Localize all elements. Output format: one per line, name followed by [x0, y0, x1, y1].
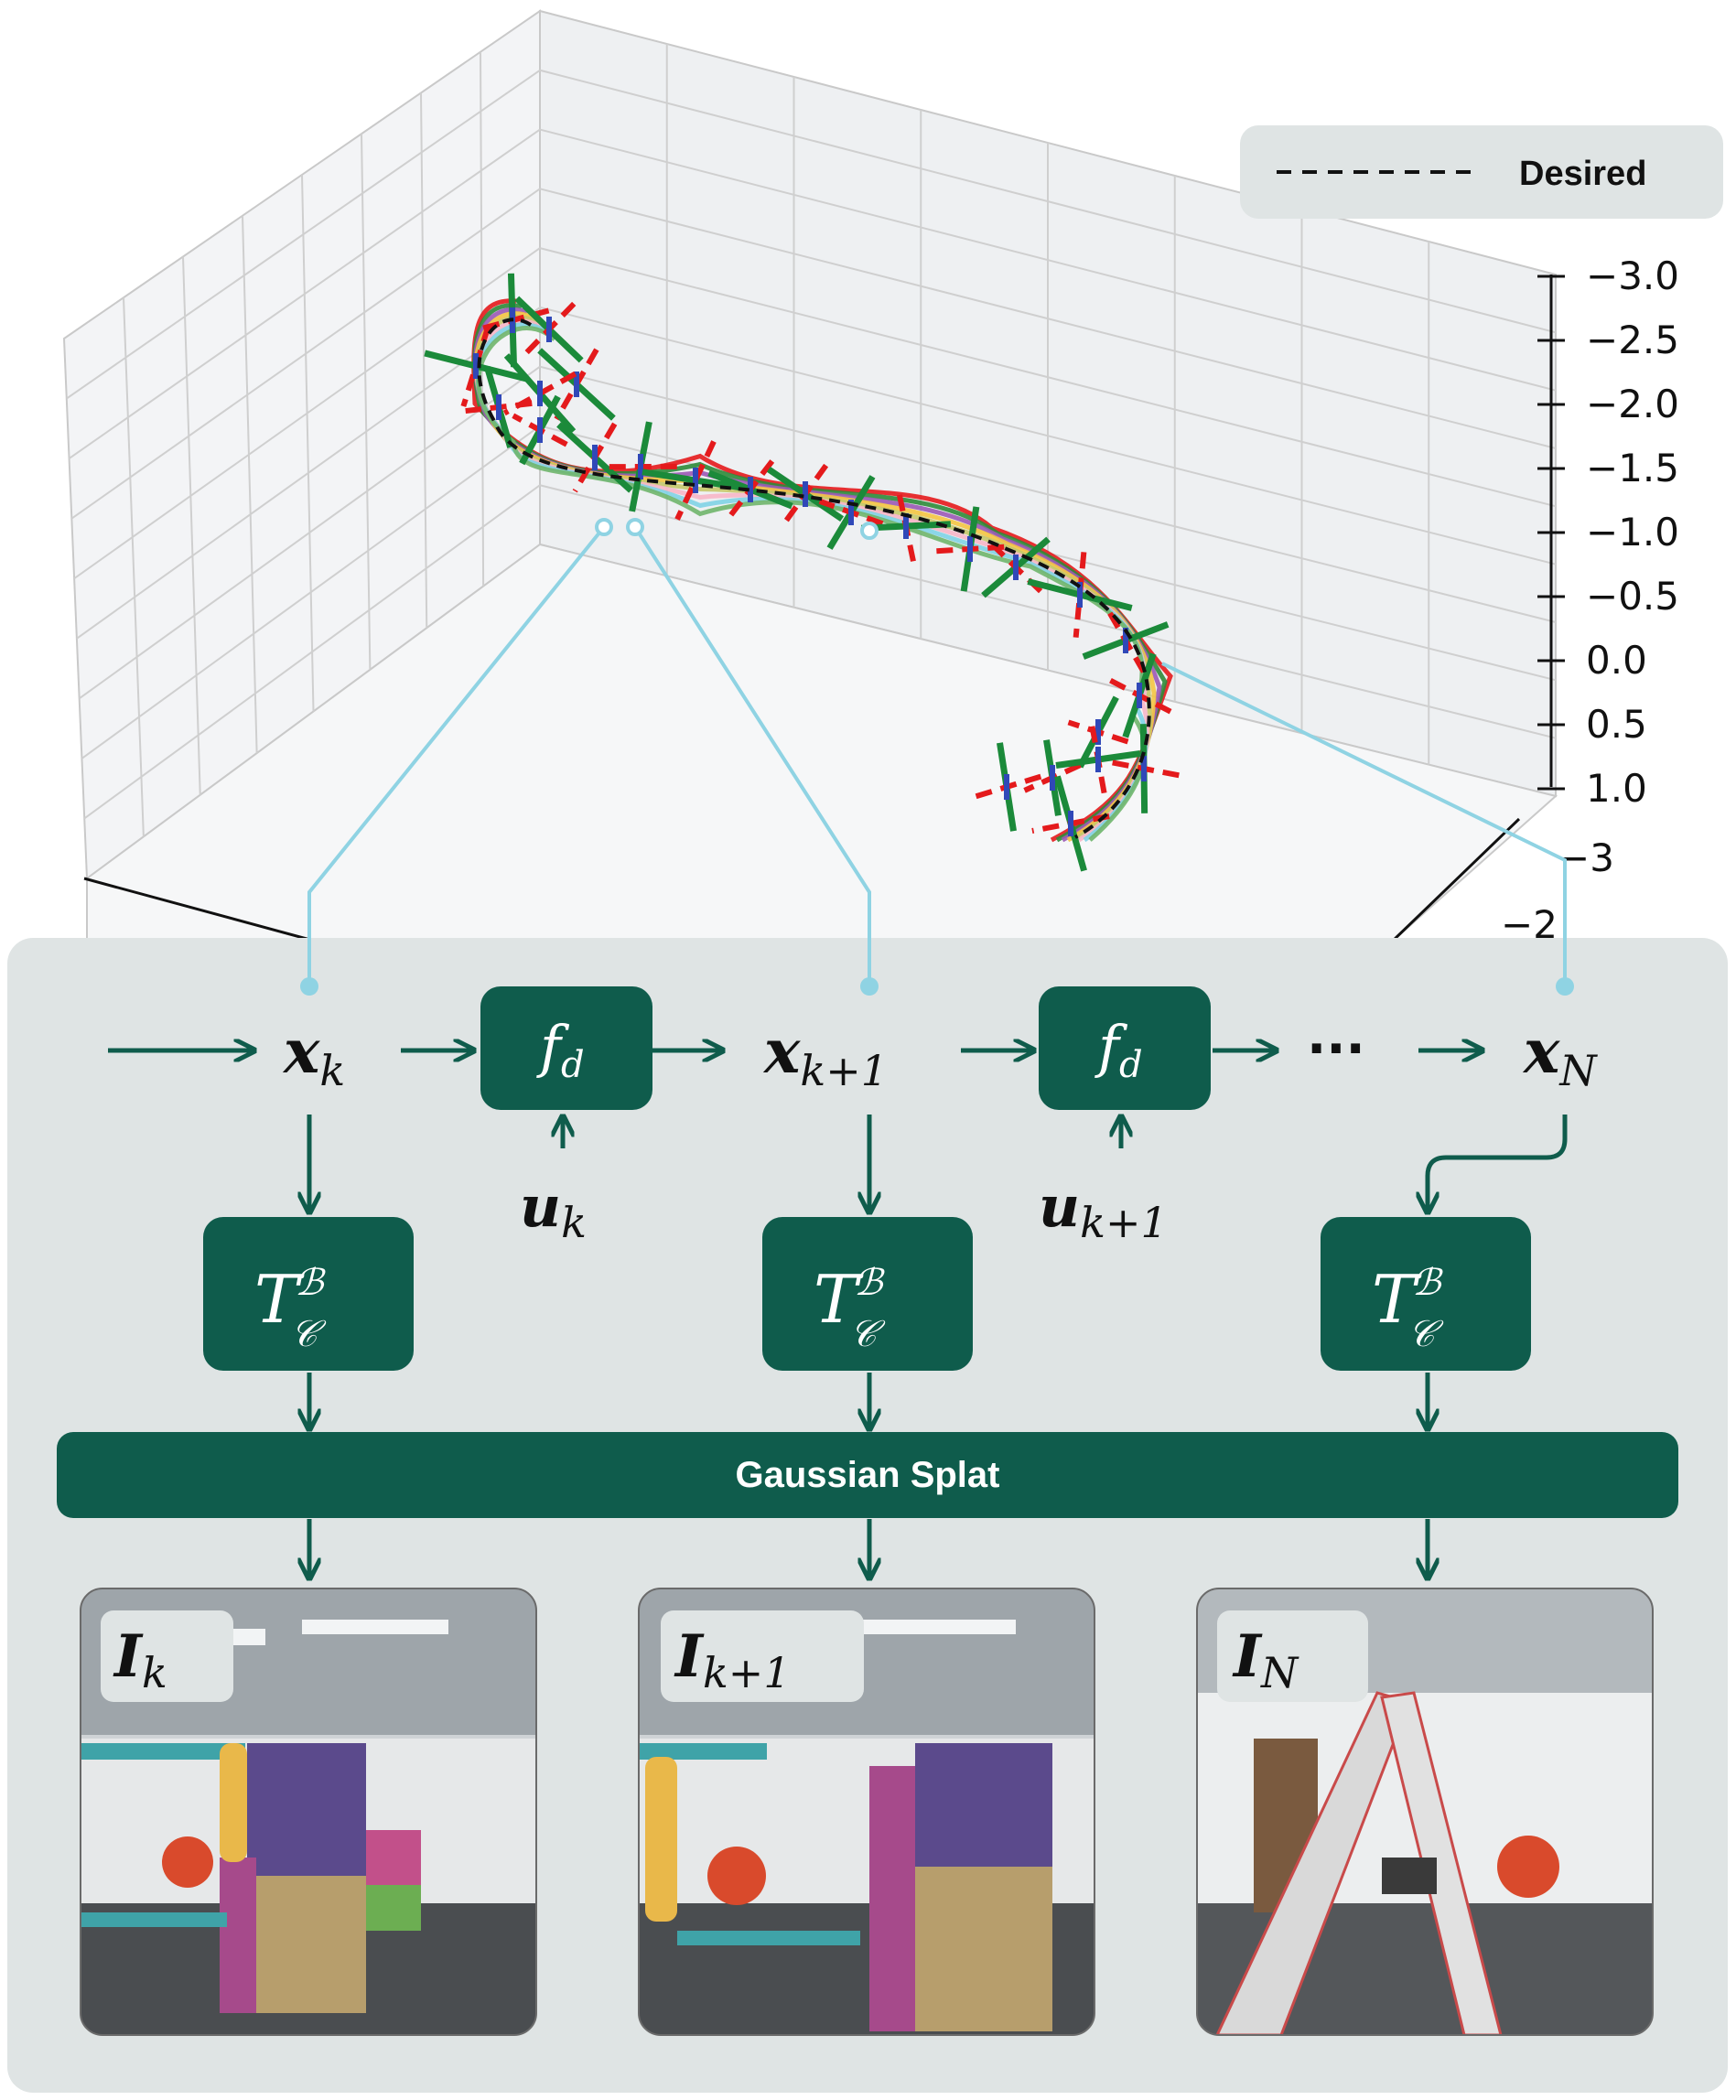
frame-axis-red — [1073, 552, 1087, 638]
grid-line — [301, 174, 315, 712]
grid-line — [73, 247, 541, 580]
grid-line — [361, 134, 372, 670]
image-label-box-3: IN — [1217, 1610, 1368, 1702]
grid-line — [539, 69, 1557, 334]
grid-line — [66, 69, 541, 400]
dynamics-box-1: fd — [480, 986, 652, 1110]
plot-grid — [66, 44, 1557, 837]
x-axis-line — [83, 877, 321, 944]
z-tick-label: −1.0 — [1586, 510, 1679, 555]
ellipsis: ··· — [1307, 1019, 1365, 1079]
grid-line — [81, 425, 541, 759]
grid-line — [539, 188, 1557, 449]
image-frame-3 — [1196, 1588, 1654, 2036]
grid-line — [79, 365, 541, 700]
state-dot-n — [1556, 977, 1574, 996]
grid-line — [68, 128, 541, 459]
frame-axis-red — [674, 440, 717, 521]
grid-line — [70, 188, 541, 520]
image-label-k: Ik — [113, 1622, 167, 1697]
z-tick-label: −0.5 — [1586, 574, 1679, 619]
image-label-box-2: Ik+1 — [661, 1610, 864, 1702]
y-tick-label-0: −3 — [1558, 835, 1614, 880]
desired-trajectory — [477, 318, 1151, 839]
image-label-box-1: Ik — [101, 1610, 233, 1702]
z-tick-label: 0.5 — [1586, 702, 1647, 747]
transform-box-3: Tℬ 𝒞 — [1321, 1217, 1531, 1371]
gaussian-splat-label: Gaussian Splat — [736, 1455, 1000, 1495]
gaussian-splat-bar: Gaussian Splat — [57, 1432, 1678, 1518]
input-label-k: uk — [520, 1173, 587, 1247]
frame-axis-red — [460, 325, 491, 407]
3d-trajectory-plot: −3.0−2.5−2.0−1.5−1.0−0.50.00.51.0 −3 −2 … — [62, 9, 1723, 947]
connector-dot-mid-top — [860, 522, 879, 540]
legend-label-desired: Desired — [1519, 155, 1646, 193]
connector-k — [307, 525, 606, 986]
z-tick-label: −2.5 — [1586, 318, 1679, 362]
grid-line — [182, 256, 201, 795]
z-axis-ticks: −3.0 −2.5 −2.0 −1.5 −1.0 −0.5 0.0 0.5 1.0 — [1537, 253, 1679, 811]
image-frame-2 — [638, 1588, 1095, 2036]
floor-pane — [86, 543, 1558, 943]
grid-line — [539, 484, 1557, 739]
connector-k1 — [633, 525, 871, 986]
state-label-n: xN — [1522, 1016, 1598, 1095]
z-tick-label: 0.0 — [1586, 638, 1647, 683]
grid-line — [539, 306, 1557, 565]
connector-n — [1161, 662, 1567, 986]
grid-line — [539, 365, 1557, 623]
z-tick-label: −3.0 — [1586, 253, 1679, 298]
transform-box-2: Tℬ 𝒞 — [762, 1217, 973, 1371]
image-frame-1 — [80, 1588, 537, 2036]
legend-box — [1240, 125, 1723, 219]
legend: Desired — [1240, 125, 1723, 219]
z-tick-label: −2.0 — [1586, 382, 1679, 426]
state-dot-k1 — [860, 977, 879, 996]
grid-line — [539, 247, 1557, 508]
connector-dot-k1-top — [626, 518, 644, 536]
dynamics-box-2: fd — [1039, 986, 1211, 1110]
grid-line — [242, 215, 258, 754]
connector-dot-k-top — [595, 518, 613, 536]
y-axis-line — [1389, 817, 1521, 944]
transform-box-1: Tℬ 𝒞 — [203, 1217, 414, 1371]
image-label-n: IN — [1232, 1622, 1299, 1697]
grid-line — [83, 484, 541, 820]
arrow-xn-T — [1428, 1115, 1568, 1212]
state-label-k: xk — [282, 1016, 345, 1095]
grid-line — [539, 128, 1557, 392]
state-dot-k — [300, 977, 318, 996]
grid-line — [420, 92, 428, 629]
z-tick-label: 1.0 — [1586, 766, 1647, 811]
image-label-k1: Ik+1 — [674, 1622, 791, 1697]
input-label-k1: uk+1 — [1039, 1173, 1168, 1247]
flow-arrows — [108, 1050, 1568, 1578]
transform-label-2: Tℬ 𝒞 — [814, 1261, 885, 1355]
state-label-k1: xk+1 — [762, 1016, 888, 1095]
state-connectors — [307, 518, 1567, 986]
z-tick-label: −1.5 — [1586, 446, 1679, 490]
grid-line — [123, 297, 145, 837]
